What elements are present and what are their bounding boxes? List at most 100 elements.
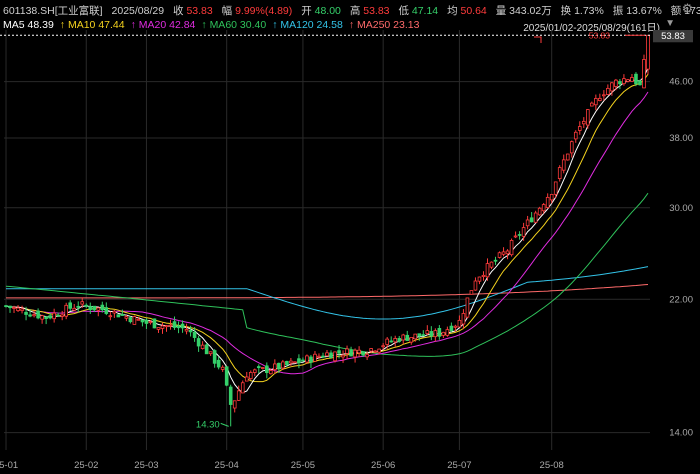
candle-body: [385, 338, 389, 345]
candle-body: [501, 251, 506, 255]
chevron-down-icon[interactable]: ▼: [665, 18, 675, 29]
candle-body: [252, 369, 257, 373]
candle-body: [293, 361, 297, 364]
candle-body: [573, 131, 578, 140]
candle-body: [457, 319, 462, 328]
amplitude-value: 13.67%: [626, 5, 662, 17]
candle-body: [228, 386, 233, 405]
candle-body: [345, 348, 349, 354]
candle-body: [100, 304, 105, 311]
candle-body: [269, 370, 273, 375]
candle-body: [301, 359, 305, 362]
up-arrow-icon: ↑: [130, 19, 139, 31]
low-value: 47.14: [411, 5, 439, 17]
candle-body: [545, 196, 550, 208]
candle-body: [52, 312, 56, 320]
candle-body: [569, 141, 574, 154]
candle-body: [521, 227, 526, 237]
low-marker-label: 14.30: [196, 419, 220, 430]
candle-body: [453, 325, 458, 328]
candle-body: [44, 316, 48, 319]
candle-body: [104, 307, 109, 314]
amount-value: 173.72亿: [684, 5, 700, 17]
x-tick-label: 25-07: [447, 460, 471, 471]
candle-body: [333, 351, 337, 362]
candle-body: [224, 366, 229, 386]
candle-body: [80, 301, 85, 305]
ma-legend-ma10: ↑ MA10 47.44: [60, 19, 125, 31]
candle-body: [88, 306, 93, 310]
candlestick-chart[interactable]: 14.00 22.00 30.00 38.00 46.00 25-01 25-02 25-03…: [0, 30, 700, 474]
x-tick-label: 25-08: [540, 460, 564, 471]
candle-body: [92, 305, 97, 311]
candle-body: [40, 315, 44, 320]
ma10-line: [5, 73, 649, 383]
candle-body: [184, 329, 189, 332]
candle-body: [417, 333, 422, 337]
ma-legend-ma20: ↑ MA20 42.84: [131, 19, 196, 31]
candle-body: [577, 126, 582, 131]
candle-body: [533, 212, 538, 223]
ma-legend-ma120: ↑ MA120 24.58: [272, 19, 343, 31]
candle-body: [361, 351, 365, 356]
close-value: 53.83: [186, 5, 213, 17]
candle-body: [365, 353, 369, 358]
candle-body: [309, 356, 313, 363]
candle-body: [76, 305, 81, 308]
quote-date: 2025/08/29: [111, 5, 165, 17]
candle-body: [112, 310, 117, 314]
candle-body: [493, 259, 498, 262]
high-label: 高: [349, 5, 361, 17]
candle-body: [248, 372, 253, 379]
candle-body: [485, 263, 490, 278]
candle-body: [72, 307, 77, 311]
candle-body: [465, 297, 470, 318]
up-arrow-icon: ↑: [201, 19, 210, 31]
candle-body: [561, 159, 566, 171]
candle-body: [152, 318, 157, 329]
x-tick-label: 25-04: [215, 460, 239, 471]
ma-legend-ma5: MA5 48.39: [3, 19, 54, 31]
ma-label: MA10 47.44: [67, 19, 125, 31]
high-value: 53.83: [363, 5, 390, 17]
open-value: 48.00: [314, 5, 341, 17]
ma-label: MA120 24.58: [280, 19, 343, 31]
candle-body: [260, 367, 265, 369]
y-tick-label: 14.00: [669, 428, 693, 439]
candle-body: [557, 167, 562, 179]
candle-body: [421, 334, 426, 337]
candle-body: [413, 333, 418, 340]
x-tick-label: 25-02: [74, 460, 98, 471]
candle-body: [622, 78, 626, 85]
candle-body: [144, 319, 149, 324]
candle-body: [120, 314, 125, 316]
candle-body: [405, 334, 410, 341]
candle-body: [196, 338, 201, 347]
candle-body: [289, 360, 293, 364]
date-range-selector[interactable]: 2025/01/02-2025/08/29(161日): [523, 23, 660, 34]
y-tick-label: 38.00: [669, 133, 693, 144]
candle-body: [505, 250, 510, 255]
volume-label: 量: [495, 5, 507, 17]
candle-body: [68, 302, 73, 309]
candle-body: [565, 153, 570, 161]
avg-label: 均: [447, 5, 458, 17]
candle-body: [513, 235, 518, 238]
candle-body: [212, 350, 217, 364]
candle-body: [240, 382, 245, 394]
candle-body: [481, 274, 486, 277]
candle-body: [618, 81, 622, 85]
ma-label: MA250 23.13: [357, 19, 420, 31]
candle-body: [509, 240, 514, 256]
candle-body: [16, 307, 20, 312]
settings-gear-icon[interactable]: ⚙: [681, 1, 694, 16]
candle-body: [393, 338, 398, 343]
candle-body: [297, 358, 301, 364]
candle-body: [317, 355, 321, 358]
candle-body: [281, 361, 285, 369]
candle-body: [389, 340, 394, 343]
candle-body: [377, 348, 381, 353]
candle-body: [646, 34, 650, 70]
current-price-tag-bg: [653, 30, 693, 43]
candle-body: [401, 334, 406, 341]
